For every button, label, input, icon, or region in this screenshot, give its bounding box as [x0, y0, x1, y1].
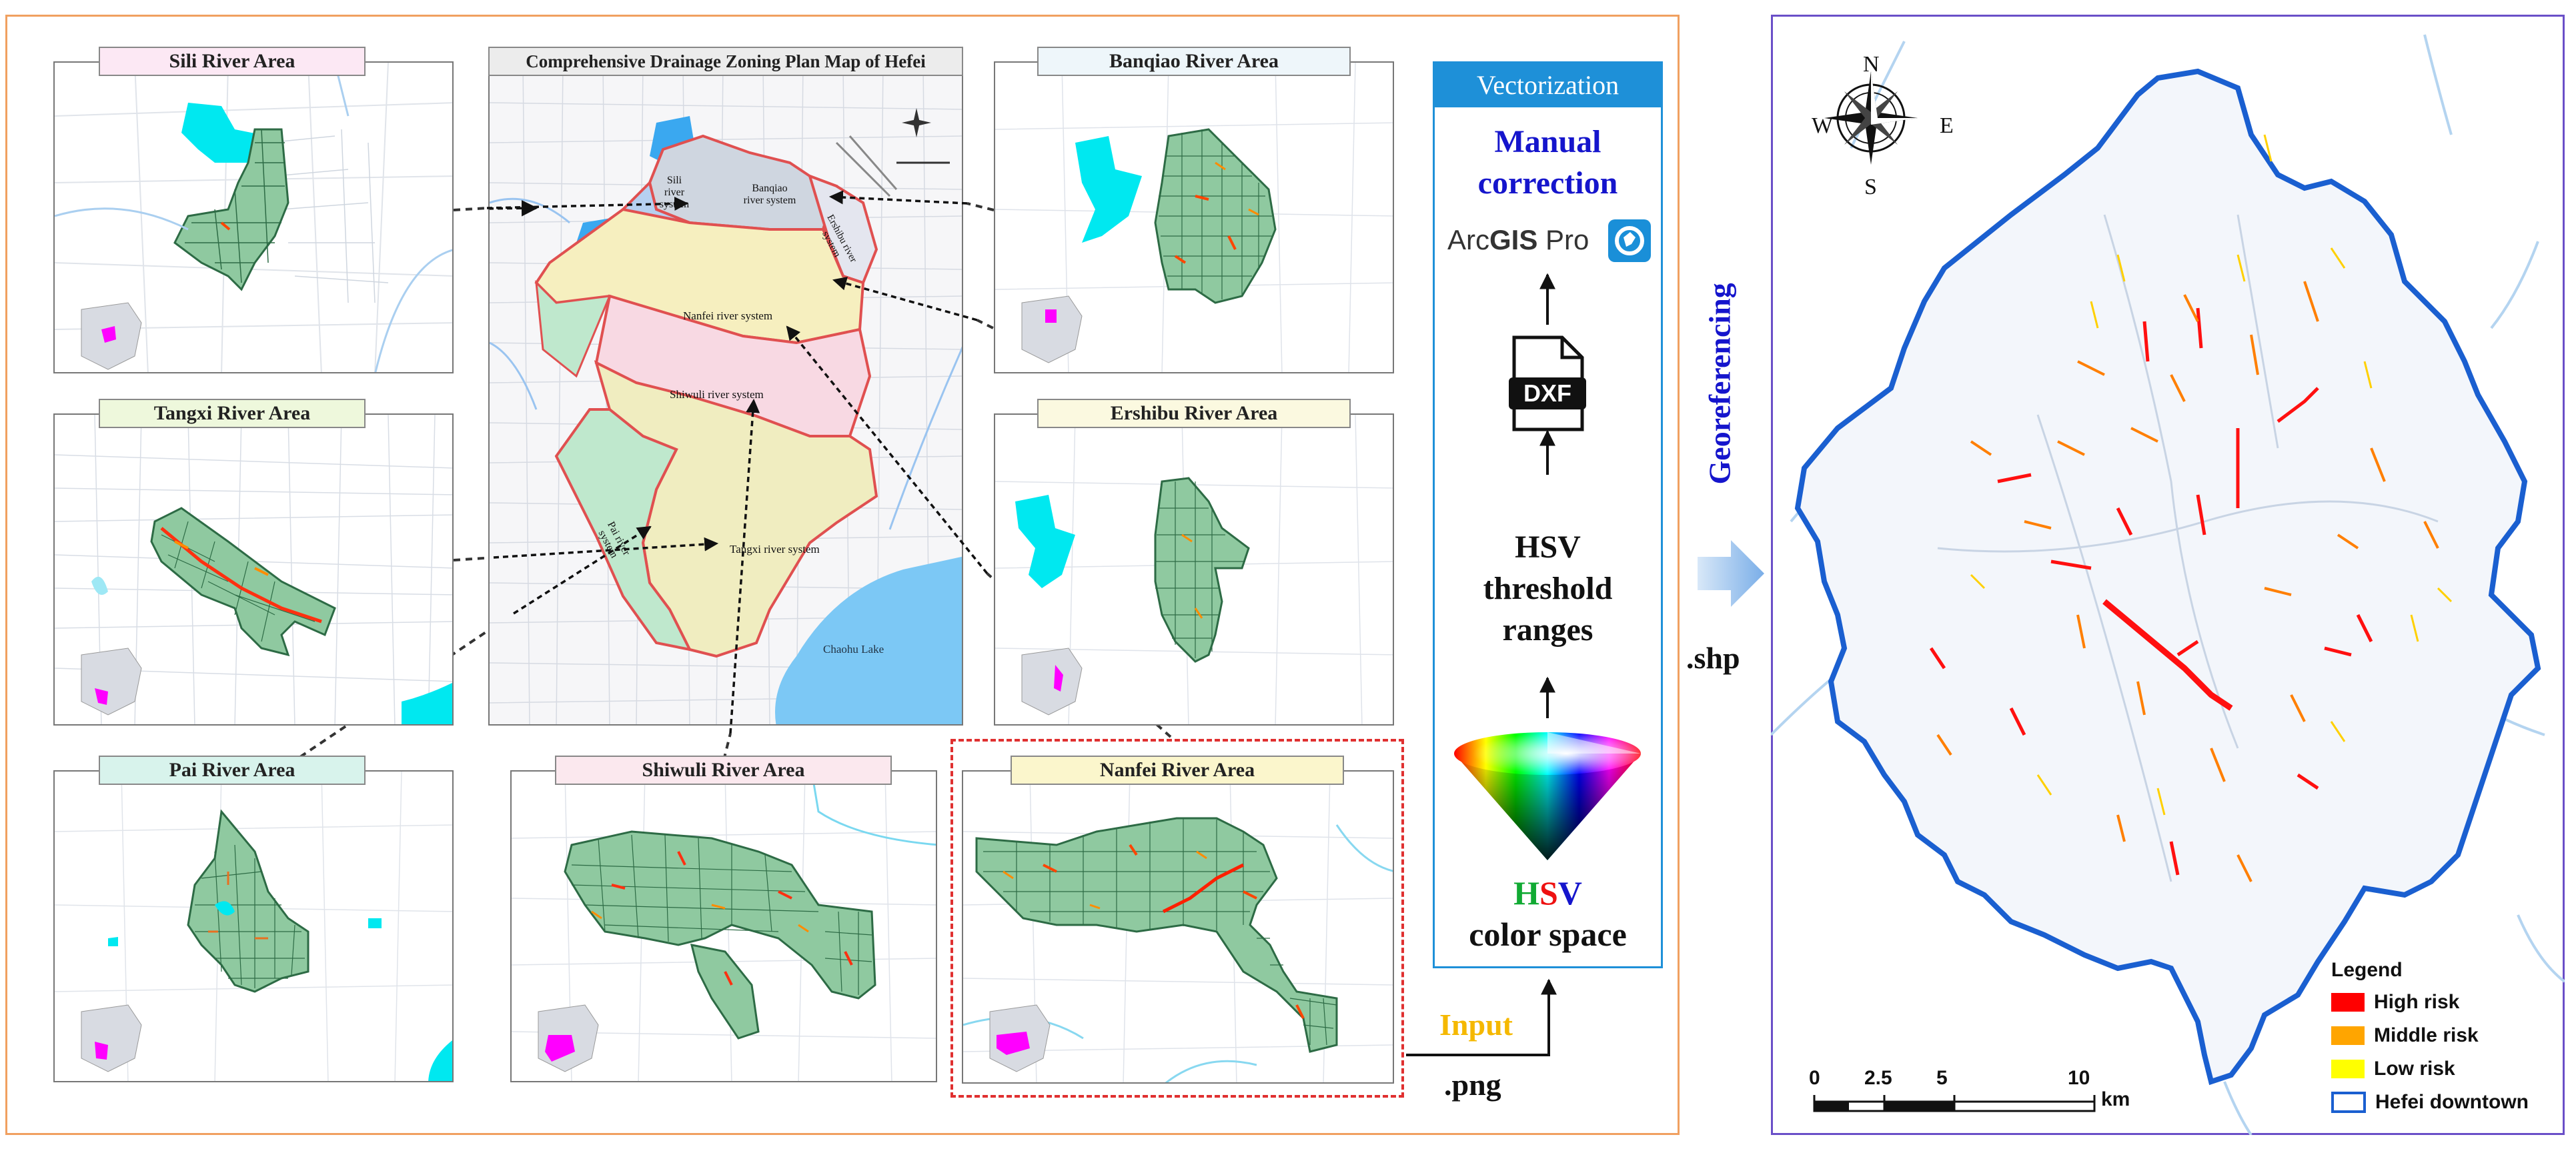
dxf-file-icon	[1509, 335, 1586, 431]
title-pai: Pai River Area	[99, 756, 366, 785]
hsv-cone-icon	[1454, 732, 1641, 860]
label-shiwuli-system: Shiwuli river system	[670, 388, 764, 401]
result-map-frame	[1771, 15, 2565, 1135]
legend-swatch-high	[2331, 993, 2365, 1012]
georeferencing-arrow-icon	[1698, 540, 1764, 607]
legend-item-downtown: Hefei downtown	[2331, 1086, 2558, 1119]
nanfei-highlight-box	[950, 739, 1404, 1098]
arcgis-globe-icon	[1608, 219, 1651, 262]
label-banqiao-system: Banqiao river system	[743, 183, 796, 206]
panel-pai	[53, 770, 454, 1082]
arcgis-pro-logo: ArcGIS Pro	[1447, 224, 1589, 255]
panel-banqiao	[994, 61, 1394, 373]
connector-banqiao-out	[967, 202, 995, 211]
reservoir	[181, 103, 268, 163]
hsv-color-space-label: HSV color space	[1469, 874, 1627, 953]
left-workflow-frame	[5, 15, 1680, 1135]
label-chaohu-lake: Chaohu Lake	[823, 643, 884, 656]
manual-correction-label: Manual correction	[1477, 124, 1618, 201]
scale-unit: km	[2101, 1088, 2130, 1110]
label-nanfei-system: Nanfei river system	[683, 309, 773, 322]
panel-nanfei	[962, 770, 1394, 1084]
panel-tangxi	[53, 413, 454, 726]
legend-item-middle: Middle risk	[2331, 1019, 2558, 1052]
title-sili: Sili River Area	[99, 47, 366, 76]
panel-ershibu	[994, 413, 1394, 726]
hsv-threshold-label: HSV threshold ranges	[1483, 529, 1613, 648]
legend: Legend High risk Middle risk Low risk He…	[2331, 959, 2558, 1119]
title-banqiao: Banqiao River Area	[1037, 47, 1351, 76]
title-central-map: Comprehensive Drainage Zoning Plan Map o…	[488, 47, 963, 76]
input-label: Input	[1439, 1008, 1513, 1042]
process-arrows	[1539, 273, 1555, 718]
connector-tangxi-out	[453, 556, 494, 561]
compass-e: E	[1940, 113, 1954, 138]
compass-s: S	[1864, 175, 1877, 199]
ershibu-zone	[1154, 477, 1250, 663]
dxf-label: DXF	[1523, 379, 1571, 407]
label-tangxi-system: Tangxi river system	[730, 543, 820, 555]
shiwuli-zone	[564, 830, 876, 1000]
compass-w: W	[1812, 113, 1834, 138]
png-label: .png	[1444, 1068, 1501, 1102]
title-tangxi: Tangxi River Area	[99, 399, 366, 428]
scale-bar	[1813, 1095, 2096, 1112]
title-shiwuli: Shiwuli River Area	[555, 756, 892, 785]
title-nanfei: Nanfei River Area	[1011, 756, 1344, 785]
hefei-downtown-outline	[1794, 68, 2541, 1086]
title-ershibu: Ershibu River Area	[1037, 399, 1351, 428]
legend-swatch-low	[2331, 1060, 2365, 1078]
pai-zone	[187, 809, 309, 993]
connector-sili-out	[453, 207, 488, 211]
scale-tick-5: 5	[1936, 1067, 1948, 1089]
scale-tick-2-5: 2.5	[1864, 1067, 1892, 1089]
panel-shiwuli	[510, 770, 937, 1082]
central-zoning-map: Sili river system Banqiao river system E…	[488, 61, 963, 726]
compass-rose-icon	[1824, 71, 1918, 165]
label-sili-system: Sili river system	[659, 175, 690, 210]
legend-swatch-downtown	[2331, 1092, 2366, 1113]
legend-swatch-middle	[2331, 1026, 2365, 1045]
georeferencing-label: Georeferencing	[1702, 283, 1737, 485]
sili-zone	[173, 128, 289, 291]
input-arrow	[1406, 978, 1557, 1056]
legend-title: Legend	[2331, 959, 2403, 981]
risk-result-map	[1771, 34, 2565, 1135]
scale-tick-10: 10	[2068, 1067, 2090, 1089]
compass-n: N	[1863, 52, 1880, 77]
legend-item-low: Low risk	[2331, 1052, 2558, 1086]
scale-tick-0: 0	[1809, 1067, 1820, 1089]
shp-label: .shp	[1686, 641, 1740, 675]
legend-item-high: High risk	[2331, 986, 2558, 1019]
chaohu-lake	[775, 556, 962, 724]
panel-sili	[53, 61, 454, 373]
vectorization-header: Vectorization	[1435, 63, 1661, 107]
